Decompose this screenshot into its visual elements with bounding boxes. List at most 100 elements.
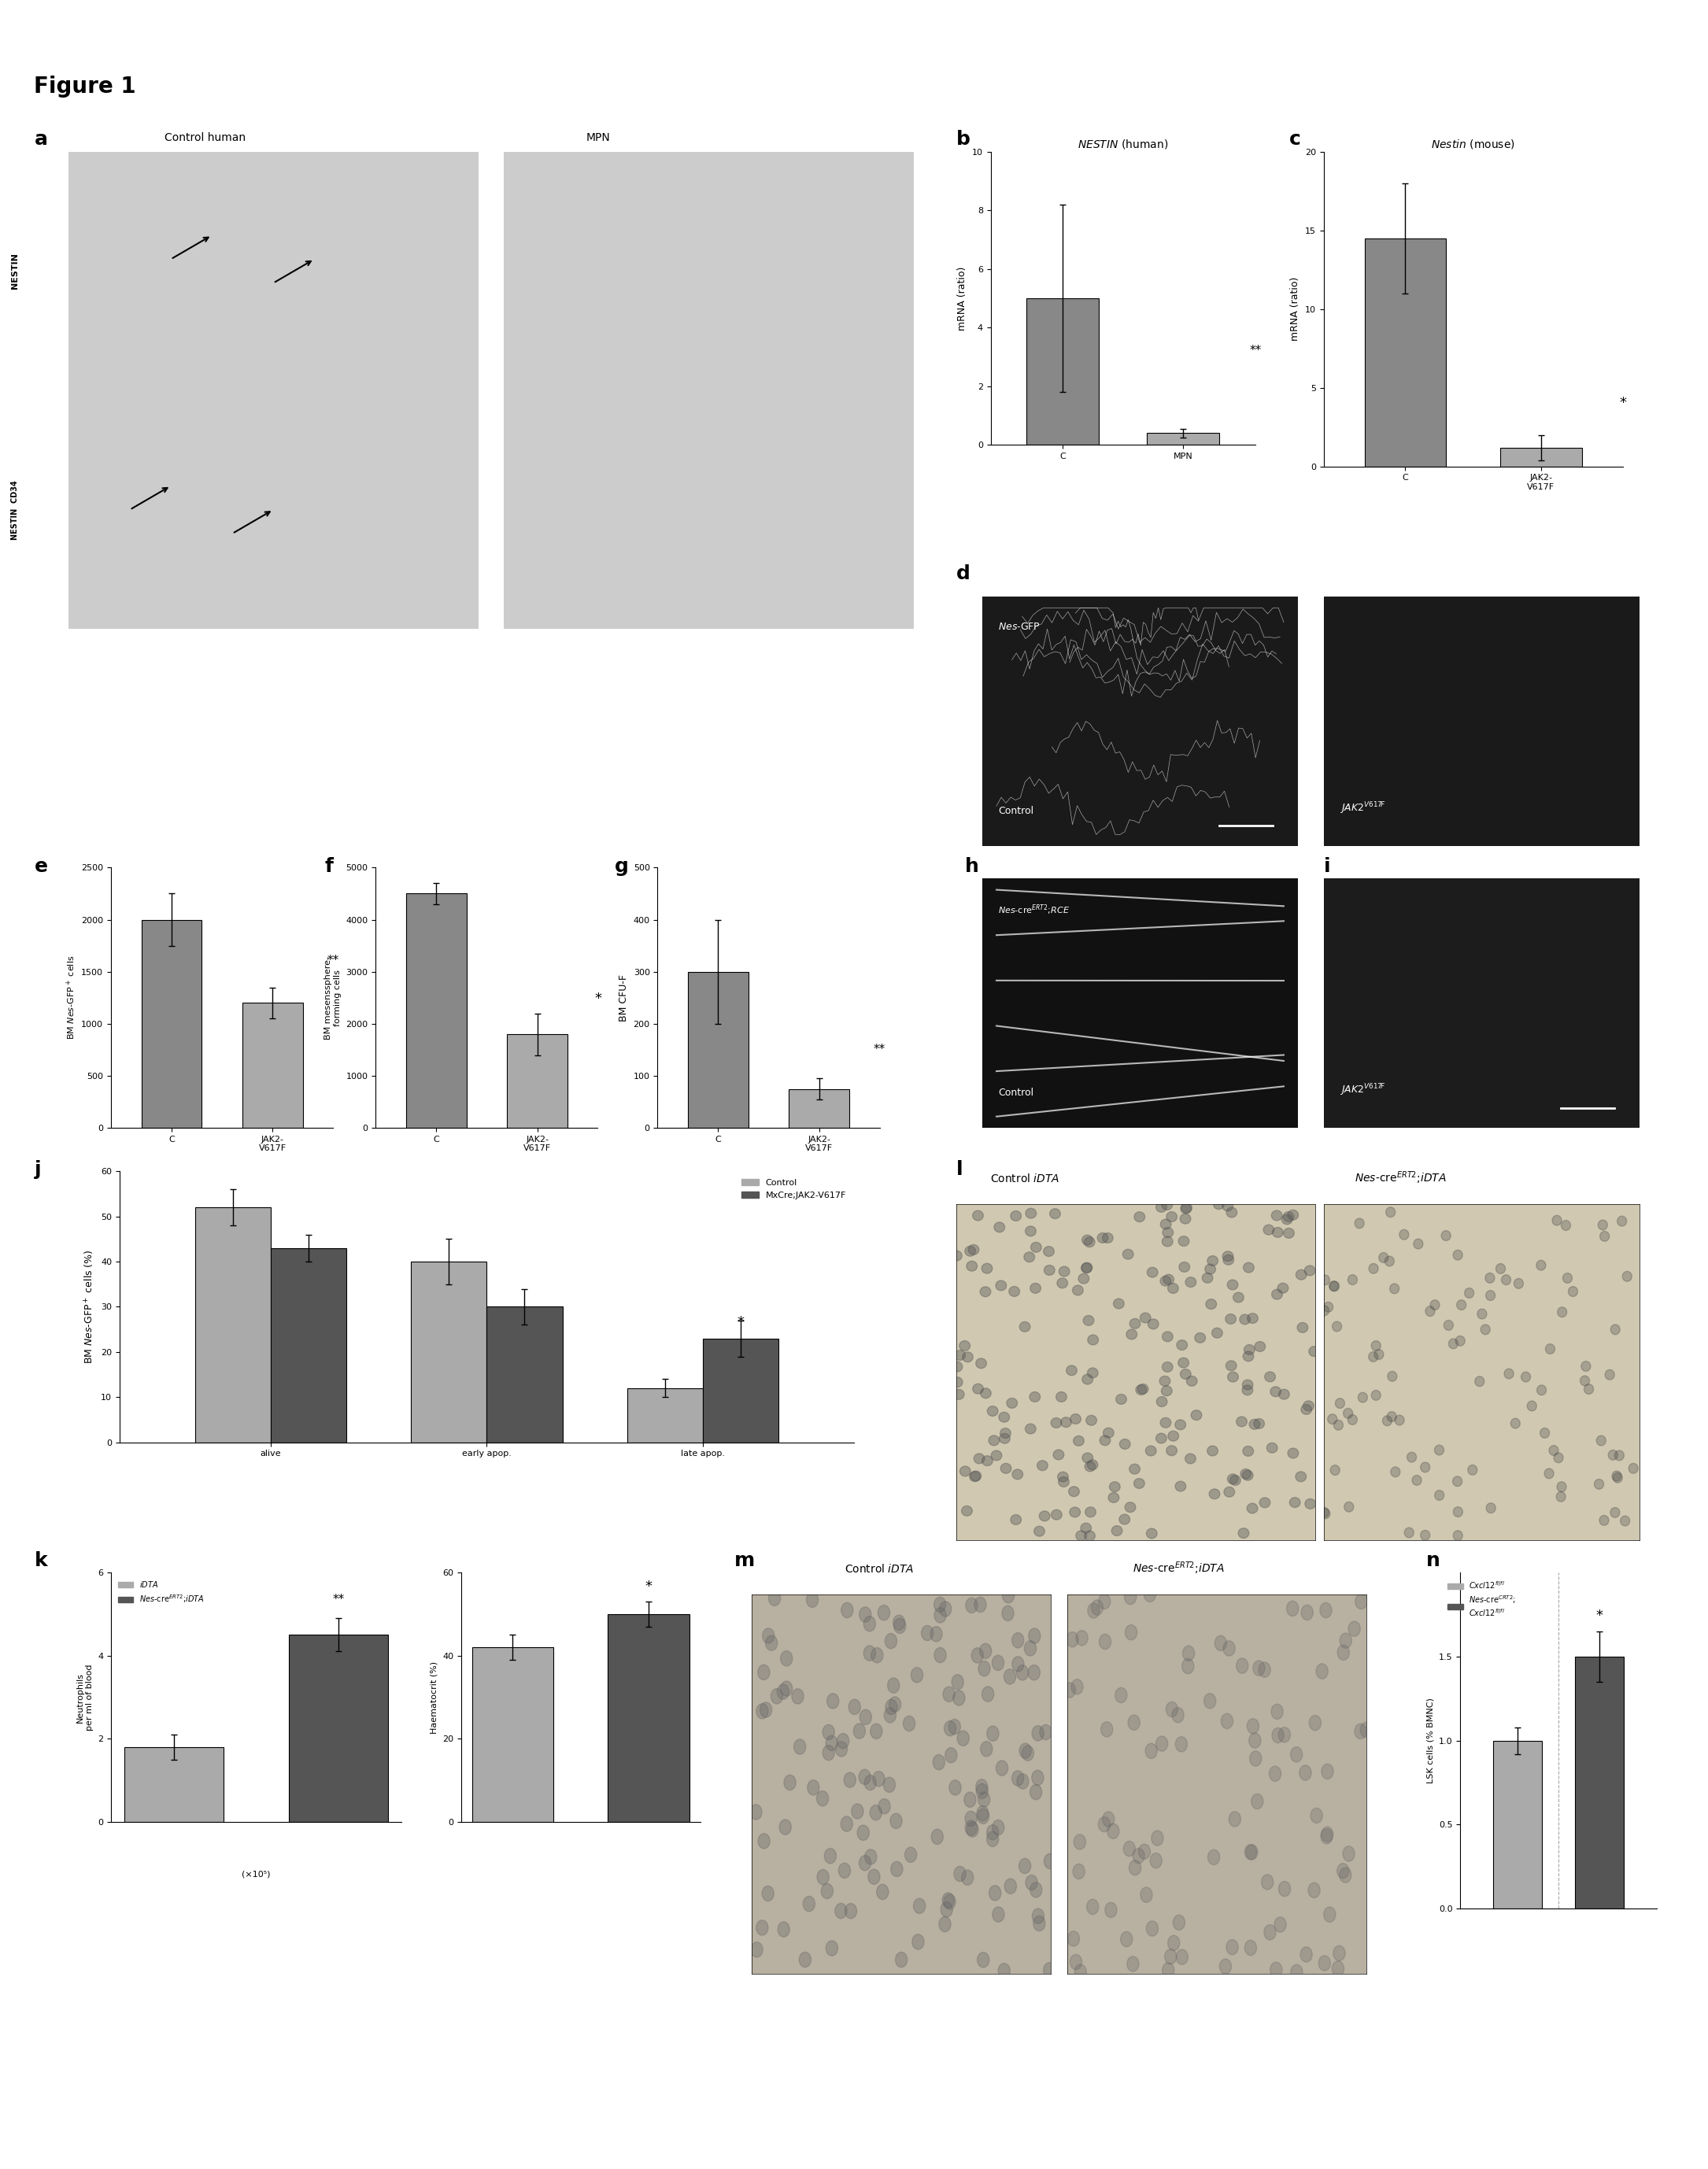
Circle shape bbox=[1213, 1199, 1225, 1210]
Circle shape bbox=[1081, 1262, 1091, 1273]
Circle shape bbox=[1568, 1286, 1578, 1297]
Circle shape bbox=[1599, 1219, 1607, 1230]
Circle shape bbox=[1454, 1507, 1462, 1516]
Circle shape bbox=[1553, 1215, 1561, 1225]
Circle shape bbox=[1088, 1334, 1098, 1345]
Circle shape bbox=[1295, 1471, 1307, 1481]
Circle shape bbox=[965, 1247, 975, 1256]
Circle shape bbox=[1088, 1369, 1098, 1377]
Circle shape bbox=[1057, 1473, 1068, 1481]
Circle shape bbox=[1228, 1373, 1238, 1382]
Circle shape bbox=[1245, 1844, 1257, 1859]
Circle shape bbox=[1156, 1434, 1167, 1442]
Circle shape bbox=[980, 1742, 992, 1757]
Circle shape bbox=[970, 1471, 980, 1481]
Circle shape bbox=[885, 1698, 897, 1714]
Text: k: k bbox=[34, 1551, 48, 1570]
Circle shape bbox=[1102, 1722, 1114, 1737]
Circle shape bbox=[1144, 1588, 1156, 1603]
Circle shape bbox=[1161, 1963, 1173, 1978]
Circle shape bbox=[1254, 1661, 1266, 1677]
Circle shape bbox=[1271, 1386, 1281, 1397]
Circle shape bbox=[1279, 1388, 1290, 1399]
Circle shape bbox=[1180, 1369, 1190, 1379]
Circle shape bbox=[1279, 1881, 1291, 1896]
Circle shape bbox=[1264, 1371, 1276, 1382]
Circle shape bbox=[962, 1351, 974, 1362]
Circle shape bbox=[1291, 1746, 1303, 1761]
Circle shape bbox=[1020, 1859, 1032, 1874]
Circle shape bbox=[1300, 1766, 1312, 1781]
Bar bbox=[507, 1035, 567, 1128]
Bar bbox=[407, 894, 466, 1128]
Bar bbox=[702, 1338, 779, 1442]
Circle shape bbox=[989, 1436, 999, 1445]
Circle shape bbox=[1245, 1941, 1257, 1956]
Circle shape bbox=[1264, 1924, 1276, 1939]
Circle shape bbox=[1020, 1321, 1030, 1332]
Circle shape bbox=[1119, 1438, 1131, 1449]
Circle shape bbox=[777, 1683, 789, 1698]
Circle shape bbox=[1023, 1252, 1035, 1262]
Circle shape bbox=[803, 1896, 815, 1911]
Circle shape bbox=[943, 1687, 955, 1703]
Circle shape bbox=[823, 1746, 835, 1761]
Circle shape bbox=[1354, 1724, 1366, 1740]
Circle shape bbox=[1629, 1464, 1638, 1473]
Circle shape bbox=[1358, 1392, 1368, 1403]
Circle shape bbox=[1009, 1286, 1020, 1297]
Circle shape bbox=[1324, 1301, 1332, 1312]
Text: NESTIN  CD34: NESTIN CD34 bbox=[12, 479, 19, 540]
Circle shape bbox=[1320, 1603, 1332, 1618]
Circle shape bbox=[1249, 1419, 1261, 1429]
Circle shape bbox=[1112, 1525, 1122, 1536]
Circle shape bbox=[1056, 1392, 1068, 1401]
Circle shape bbox=[1291, 1965, 1303, 1980]
Circle shape bbox=[1563, 1273, 1571, 1284]
Text: f: f bbox=[325, 857, 333, 876]
Circle shape bbox=[1160, 1275, 1172, 1286]
Circle shape bbox=[1334, 1946, 1346, 1961]
Circle shape bbox=[839, 1863, 851, 1878]
Circle shape bbox=[758, 1833, 770, 1848]
Circle shape bbox=[965, 1599, 977, 1614]
Circle shape bbox=[991, 1451, 1003, 1460]
Circle shape bbox=[835, 1742, 847, 1757]
Circle shape bbox=[951, 1674, 963, 1690]
Circle shape bbox=[1225, 1314, 1237, 1323]
Circle shape bbox=[1165, 1950, 1177, 1965]
Y-axis label: mRNA (ratio): mRNA (ratio) bbox=[958, 267, 968, 330]
Circle shape bbox=[960, 1340, 970, 1351]
Text: (×10⁵): (×10⁵) bbox=[243, 1870, 270, 1878]
Circle shape bbox=[972, 1648, 984, 1664]
Circle shape bbox=[1025, 1208, 1037, 1219]
Circle shape bbox=[1032, 1909, 1044, 1924]
Circle shape bbox=[1068, 1930, 1079, 1946]
Circle shape bbox=[1074, 1835, 1086, 1850]
Circle shape bbox=[1124, 1841, 1136, 1857]
Circle shape bbox=[1081, 1523, 1091, 1533]
Circle shape bbox=[1206, 1299, 1216, 1310]
Circle shape bbox=[1464, 1288, 1474, 1297]
Circle shape bbox=[1617, 1217, 1626, 1225]
Circle shape bbox=[979, 1792, 991, 1807]
Circle shape bbox=[1243, 1447, 1254, 1455]
Circle shape bbox=[1228, 1475, 1238, 1484]
Circle shape bbox=[956, 1731, 968, 1746]
Circle shape bbox=[1187, 1375, 1197, 1386]
Circle shape bbox=[1279, 1727, 1291, 1742]
Circle shape bbox=[931, 1828, 943, 1844]
Text: *: * bbox=[594, 991, 601, 1006]
Circle shape bbox=[1076, 1531, 1086, 1540]
Circle shape bbox=[1372, 1390, 1380, 1401]
Circle shape bbox=[1030, 1243, 1042, 1252]
Circle shape bbox=[1161, 1362, 1173, 1373]
Circle shape bbox=[1348, 1275, 1358, 1284]
Circle shape bbox=[1609, 1451, 1617, 1460]
Circle shape bbox=[769, 1590, 781, 1605]
Circle shape bbox=[871, 1648, 883, 1664]
Circle shape bbox=[1303, 1401, 1313, 1410]
Circle shape bbox=[1255, 1340, 1266, 1351]
Circle shape bbox=[1320, 1275, 1331, 1284]
Circle shape bbox=[876, 1885, 888, 1900]
